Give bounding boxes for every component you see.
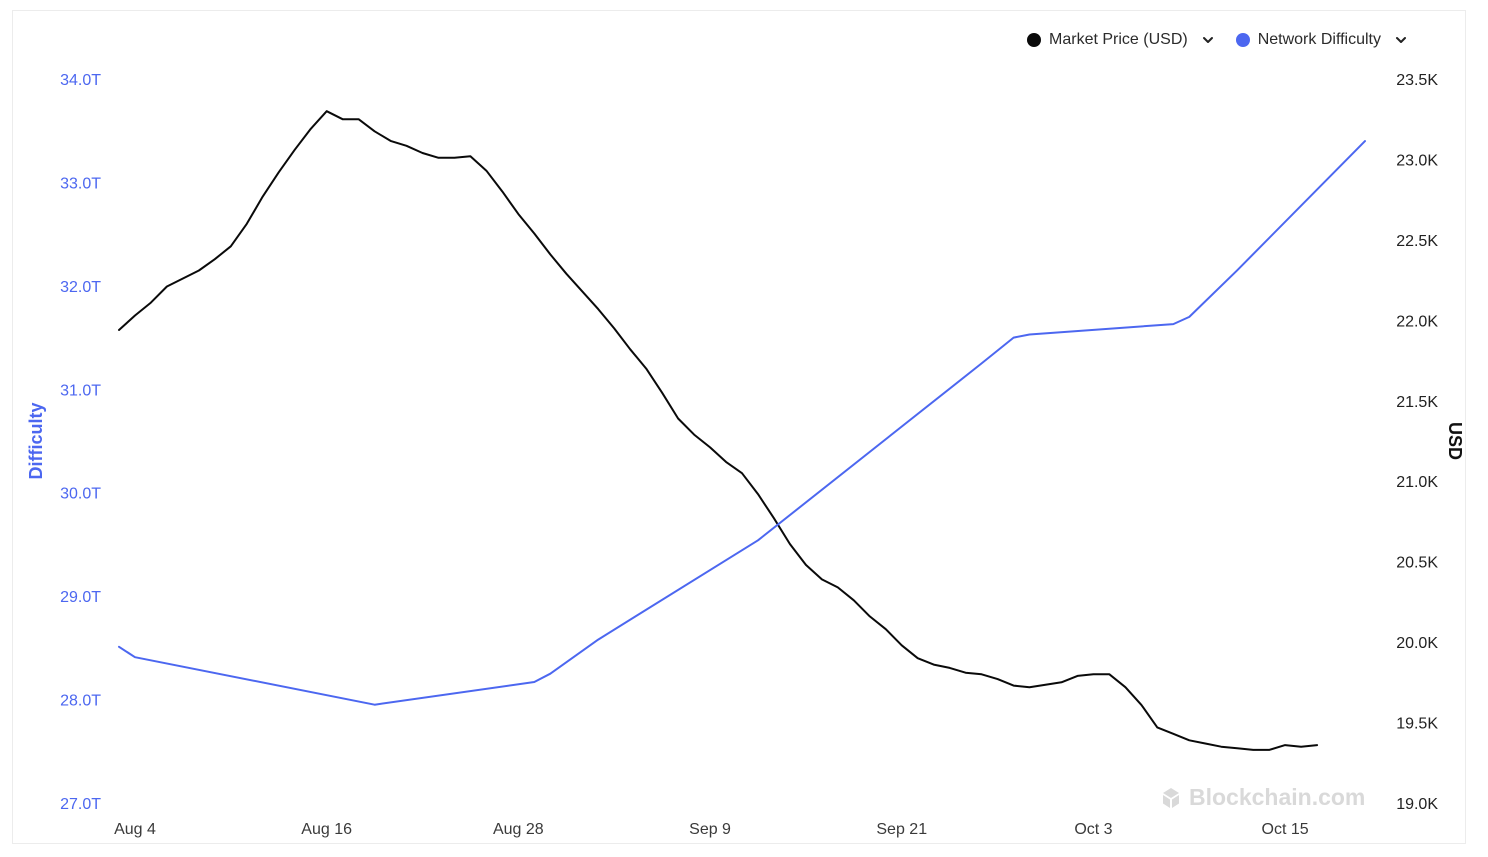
y-right-tick-label: 20.0K xyxy=(1396,635,1438,652)
chevron-down-icon[interactable] xyxy=(1395,34,1407,46)
y-right-axis-title: USD xyxy=(1445,422,1465,460)
network-difficulty-line xyxy=(118,140,1366,706)
y-right-tick-label: 19.5K xyxy=(1396,716,1438,733)
x-tick-label: Sep 9 xyxy=(689,821,731,838)
legend-dot-network-difficulty xyxy=(1235,33,1250,47)
blockchain-watermark: Blockchain.com xyxy=(1159,784,1365,811)
chevron-down-icon[interactable] xyxy=(1202,34,1214,46)
y-right-tick-label: 22.0K xyxy=(1396,313,1438,330)
x-tick-label: Oct 3 xyxy=(1074,821,1112,838)
y-right-tick-label: 22.5K xyxy=(1396,233,1438,250)
legend-label-market-price: Market Price (USD) xyxy=(1049,31,1188,48)
y-right-tick-label: 21.5K xyxy=(1396,394,1438,411)
market-price-line xyxy=(118,110,1319,751)
chart-legend: Market Price (USD) Network Difficulty xyxy=(1027,31,1407,49)
chart-card: 34.0T 33.0T 32.0T 31.0T 30.0T 29.0T 28.0T 27.0T… xyxy=(12,10,1466,844)
y-left-tick-label: 31.0T xyxy=(60,382,101,399)
y-left-tick-label: 28.0T xyxy=(60,693,101,710)
y-right-tick-label: 19.0K xyxy=(1396,796,1438,813)
y-right-tick-label: 21.0K xyxy=(1396,474,1438,491)
y-left-tick-label: 29.0T xyxy=(60,589,101,606)
chart-svg: 34.0T 33.0T 32.0T 31.0T 30.0T 29.0T 28.0T 27.0T… xyxy=(26,72,1465,838)
y-right-tick-label: 23.0K xyxy=(1396,152,1438,169)
x-tick-label: Aug 28 xyxy=(493,821,544,838)
x-tick-label: Sep 21 xyxy=(876,821,927,838)
y-left-tick-label: 33.0T xyxy=(60,175,101,192)
y-left-axis-title: Difficulty xyxy=(26,402,46,479)
y-right-tick-label: 23.5K xyxy=(1396,72,1438,89)
y-left-tick-label: 32.0T xyxy=(60,279,101,296)
y-left-tick-label: 27.0T xyxy=(60,796,101,813)
legend-item-network-difficulty[interactable]: Network Difficulty xyxy=(1235,31,1407,49)
legend-label-network-difficulty: Network Difficulty xyxy=(1257,31,1381,48)
blockchain-logo-icon xyxy=(1163,787,1179,808)
x-tick-label: Oct 15 xyxy=(1262,821,1309,838)
y-left-tick-label: 34.0T xyxy=(60,72,101,89)
y-left-tick-label: 30.0T xyxy=(60,486,101,503)
x-tick-label: Aug 4 xyxy=(114,821,156,838)
y-right-tick-label: 20.5K xyxy=(1396,555,1438,572)
x-tick-label: Aug 16 xyxy=(301,821,352,838)
legend-dot-market-price xyxy=(1027,33,1042,47)
watermark-text: Blockchain.com xyxy=(1189,784,1366,810)
legend-item-market-price[interactable]: Market Price (USD) xyxy=(1027,31,1214,49)
